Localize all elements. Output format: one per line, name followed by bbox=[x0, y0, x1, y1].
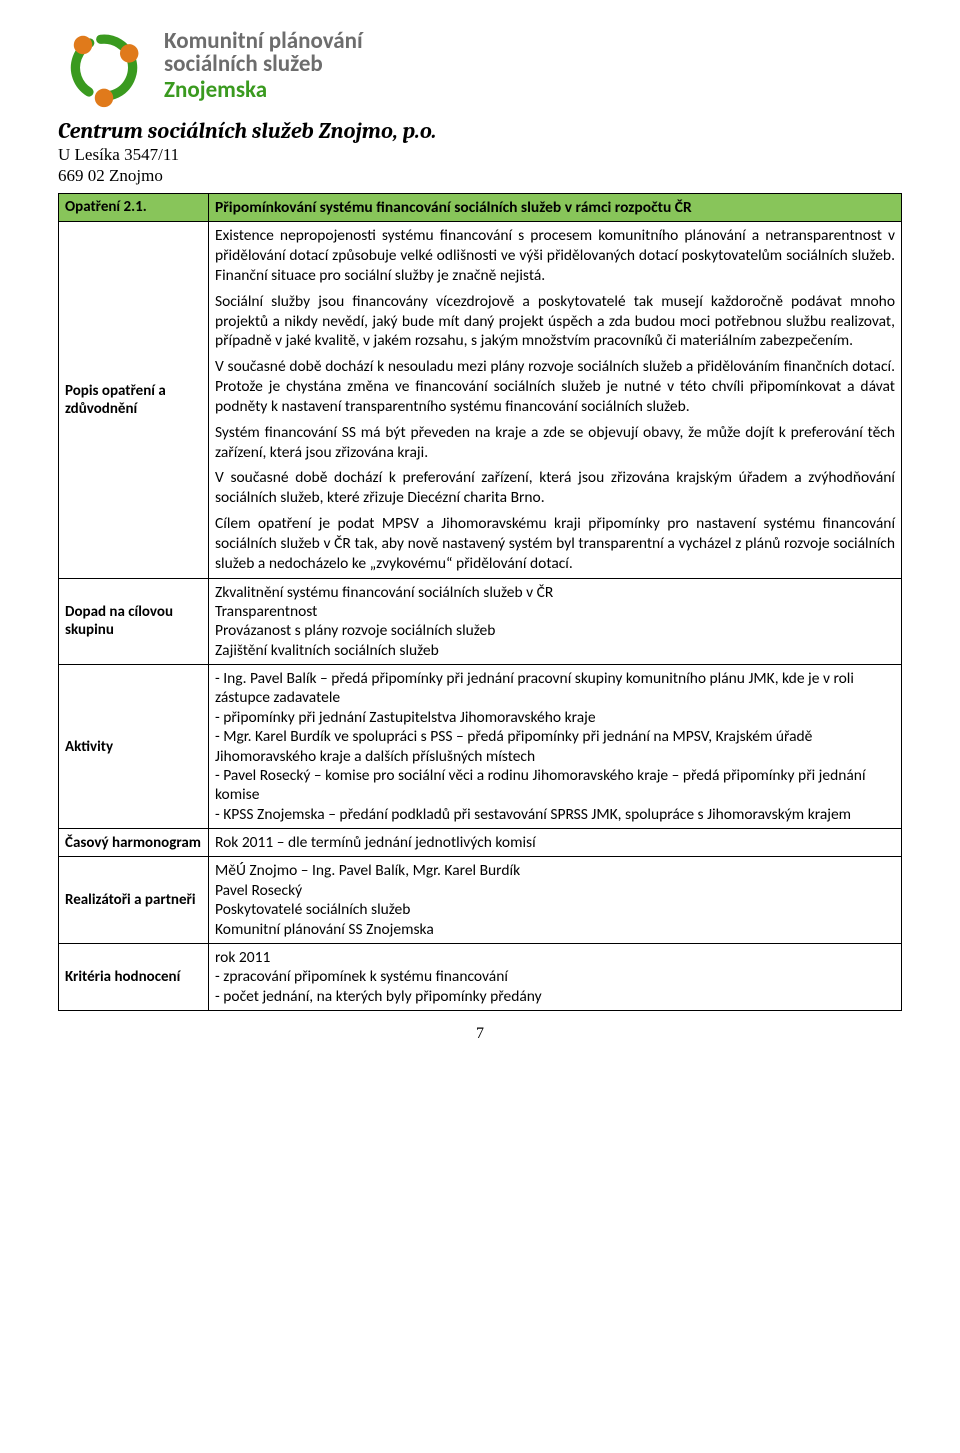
header-line-3: Znojemska bbox=[164, 78, 363, 103]
logo bbox=[58, 24, 150, 108]
popis-p1: Existence nepropojenosti systému financo… bbox=[215, 226, 895, 285]
aktivity-l1: - Ing. Pavel Balík – předá připomínky př… bbox=[215, 669, 895, 708]
aktivity-l3: - Mgr. Karel Burdík ve spolupráci s PSS … bbox=[215, 727, 895, 766]
org-addr2: 669 02 Znojmo bbox=[58, 165, 902, 186]
kriteria-label: Kritéria hodnocení bbox=[59, 943, 209, 1010]
aktivity-l4: - Pavel Rosecký – komise pro sociální vě… bbox=[215, 766, 895, 805]
dopad-label: Dopad na cílovou skupinu bbox=[59, 578, 209, 665]
dopad-l3: Provázanost s plány rozvoje sociálních s… bbox=[215, 621, 895, 640]
kriteria-l1: rok 2011 bbox=[215, 948, 895, 967]
aktivity-label: Aktivity bbox=[59, 664, 209, 828]
casovy-body: Rok 2011 – dle termínů jednání jednotliv… bbox=[209, 828, 901, 856]
realiz-l2: Pavel Rosecký bbox=[215, 881, 895, 900]
row-header-title: Připomínkování systému financování sociá… bbox=[209, 194, 901, 222]
popis-body: Existence nepropojenosti systému financo… bbox=[209, 221, 901, 577]
dopad-l4: Zajištění kvalitních sociálních služeb bbox=[215, 641, 895, 660]
realiz-l1: MěÚ Znojmo – Ing. Pavel Balík, Mgr. Kare… bbox=[215, 861, 895, 880]
dopad-l2: Transparentnost bbox=[215, 602, 895, 621]
popis-p3: V současné době dochází k nesouladu mezi… bbox=[215, 357, 895, 416]
popis-p4: Systém financování SS má být převeden na… bbox=[215, 423, 895, 463]
org-block: Centrum sociálních služeb Znojmo, p.o. U… bbox=[58, 118, 902, 187]
popis-p5: V současné době dochází k preferování za… bbox=[215, 468, 895, 508]
org-addr1: U Lesíka 3547/11 bbox=[58, 144, 902, 165]
dopad-body: Zkvalitnění systému financování sociální… bbox=[209, 578, 901, 665]
aktivity-body: - Ing. Pavel Balík – předá připomínky př… bbox=[209, 664, 901, 828]
casovy-label: Časový harmonogram bbox=[59, 828, 209, 856]
popis-label: Popis opatření a zdůvodnění bbox=[59, 221, 209, 577]
header-title-block: Komunitní plánování sociálních služeb Zn… bbox=[164, 24, 363, 103]
kriteria-body: rok 2011 - zpracování připomínek k systé… bbox=[209, 943, 901, 1010]
org-title: Centrum sociálních služeb Znojmo, p.o. bbox=[58, 118, 902, 144]
popis-p2: Sociální služby jsou financovány vícezdr… bbox=[215, 292, 895, 351]
casovy-l1: Rok 2011 – dle termínů jednání jednotliv… bbox=[215, 833, 895, 852]
realiz-l3: Poskytovatelé sociálních služeb bbox=[215, 900, 895, 919]
realiz-label: Realizátoři a partneři bbox=[59, 856, 209, 943]
aktivity-l5: - KPSS Znojemska – předání podkladů při … bbox=[215, 805, 895, 824]
kriteria-l2: - zpracování připomínek k systému financ… bbox=[215, 967, 895, 986]
letterhead: Komunitní plánování sociálních služeb Zn… bbox=[58, 24, 902, 108]
kriteria-l3: - počet jednání, na kterých byly připomí… bbox=[215, 987, 895, 1006]
dopad-l1: Zkvalitnění systému financování sociální… bbox=[215, 583, 895, 602]
measure-table: Opatření 2.1. Připomínkování systému fin… bbox=[58, 193, 902, 1012]
aktivity-l2: - připomínky při jednání Zastupitelstva … bbox=[215, 708, 895, 727]
page-number: 7 bbox=[58, 1011, 902, 1061]
realiz-body: MěÚ Znojmo – Ing. Pavel Balík, Mgr. Kare… bbox=[209, 856, 901, 943]
popis-p6: Cílem opatření je podat MPSV a Jihomorav… bbox=[215, 514, 895, 573]
row-header-label: Opatření 2.1. bbox=[59, 194, 209, 222]
header-line-2: sociálních služeb bbox=[164, 53, 363, 76]
realiz-l4: Komunitní plánování SS Znojemska bbox=[215, 920, 895, 939]
